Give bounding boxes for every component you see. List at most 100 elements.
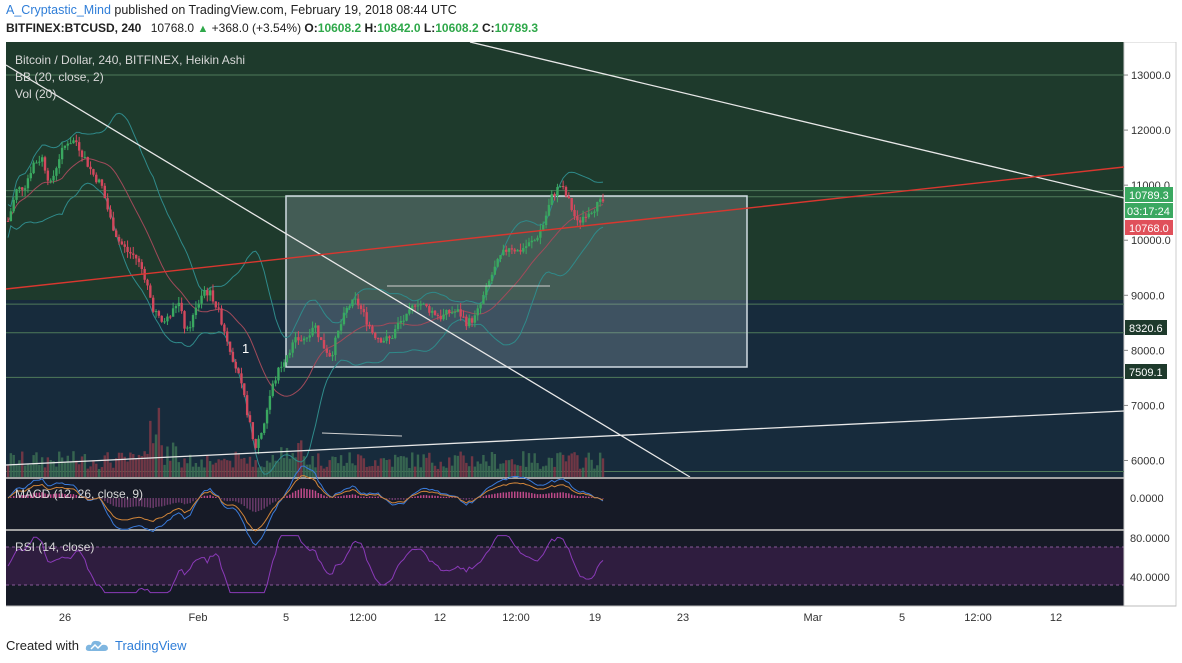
- macd-lines: [7, 465, 604, 546]
- volume-bar: [331, 456, 334, 477]
- candle-body: [117, 236, 121, 242]
- candle-body: [448, 309, 451, 313]
- candle-body: [300, 340, 303, 342]
- volume-bar: [408, 467, 411, 477]
- volume-bar: [38, 464, 41, 477]
- volume-bar: [89, 466, 92, 477]
- candle-body: [527, 242, 531, 247]
- candle-body: [547, 204, 551, 216]
- wave-label-1[interactable]: 1: [242, 341, 249, 356]
- volume-bar: [505, 460, 508, 477]
- time-tick-label: Feb: [189, 612, 208, 624]
- volume-bar: [371, 466, 374, 477]
- volume-bar: [581, 467, 585, 477]
- candle-body: [476, 308, 479, 316]
- volume-bar: [319, 465, 323, 477]
- range-rectangle[interactable]: [285, 195, 748, 368]
- macd-pane[interactable]: [6, 479, 1124, 529]
- candle-body: [408, 309, 411, 314]
- volume-bar: [114, 458, 118, 477]
- volume-bar: [542, 466, 545, 477]
- price-tick-label: 7000.0: [1131, 400, 1165, 412]
- candle-body: [314, 325, 317, 328]
- volume-bar: [433, 465, 437, 477]
- candle-body: [317, 325, 320, 338]
- volume-bar: [322, 468, 326, 477]
- price-axis-ticks: 6000.07000.08000.09000.010000.011000.012…: [1124, 70, 1171, 467]
- candle-body: [248, 415, 252, 423]
- open-value: 10608.2: [317, 21, 362, 35]
- support-trend-line[interactable]: [5, 410, 1125, 466]
- bb-legend: BB (20, close, 2): [15, 70, 104, 84]
- candle-body: [211, 290, 215, 302]
- chart-area[interactable]: 1 Bitcoin / Dollar, 240, BITFINEX, Heiki…: [0, 42, 1182, 642]
- signal-line: [7, 475, 604, 532]
- candle-body: [86, 156, 89, 167]
- candle-body: [371, 326, 374, 333]
- time-axis[interactable]: [6, 606, 1176, 626]
- candle-body: [257, 438, 260, 448]
- volume-bar: [448, 457, 451, 477]
- volume-bar: [416, 454, 420, 477]
- upper-downtrend-line[interactable]: [469, 42, 1125, 199]
- candle-body: [513, 249, 516, 252]
- candle-body: [49, 180, 52, 182]
- candle-body: [593, 211, 596, 213]
- volume-bar: [354, 465, 357, 477]
- author-link[interactable]: A_Cryptastic_Mind: [6, 3, 111, 17]
- volume-bar: [399, 456, 403, 477]
- candle-body: [97, 179, 101, 183]
- volume-bar: [493, 454, 497, 477]
- volume-bar: [137, 454, 141, 477]
- volume-bar: [46, 457, 50, 477]
- candle-body: [120, 241, 124, 245]
- volume-bar: [561, 454, 565, 477]
- triangle-up-icon: ▲: [197, 23, 209, 35]
- candle-body: [15, 189, 18, 200]
- volume-bar: [496, 468, 499, 477]
- tradingview-link[interactable]: TradingView: [114, 638, 187, 653]
- green-zone: [6, 42, 1124, 300]
- volume-bar: [436, 468, 440, 477]
- countdown-tag: [1125, 203, 1173, 218]
- time-tick-label: Mar: [804, 612, 823, 624]
- volume-bar: [40, 457, 44, 477]
- volume-bar: [203, 467, 206, 477]
- candle-body: [89, 166, 92, 170]
- downtrend-line[interactable]: [5, 64, 691, 478]
- candle-body: [587, 213, 590, 218]
- volume-bar: [12, 454, 15, 477]
- volume-bar: [402, 456, 405, 477]
- close-label: C:: [481, 21, 495, 35]
- candle-body: [362, 309, 366, 313]
- candle-body: [288, 352, 292, 356]
- candle-body: [542, 224, 545, 230]
- candle-body: [470, 318, 474, 323]
- candle-body: [601, 199, 605, 202]
- volume-bar: [328, 460, 331, 477]
- candle-body: [254, 439, 257, 448]
- volume-bar: [587, 452, 590, 477]
- price-change: +368.0 (+3.54%): [211, 21, 302, 35]
- volume-bar: [317, 453, 320, 477]
- candle-body: [103, 185, 106, 199]
- publish-info: A_Cryptastic_Mind published on TradingVi…: [6, 3, 457, 17]
- volume-bar: [245, 463, 249, 477]
- candle-body: [263, 423, 266, 433]
- candle-body: [55, 168, 58, 176]
- macd-legend: MACD (12, 26, close, 9): [15, 487, 143, 501]
- red-trend-line[interactable]: [5, 166, 1125, 290]
- volume-bar: [533, 453, 536, 477]
- volume-bar: [83, 454, 87, 477]
- volume-bar: [513, 464, 516, 477]
- volume-bar: [391, 466, 394, 477]
- volume-bar: [553, 466, 556, 477]
- volume-bar: [206, 455, 209, 477]
- volume-bar: [485, 461, 488, 477]
- volume-bar: [106, 452, 109, 477]
- volume-bar: [274, 460, 277, 477]
- arrow-marker-line[interactable]: [321, 432, 403, 437]
- candle-body: [430, 310, 434, 313]
- volume-bar: [442, 466, 445, 477]
- volume-bar: [285, 447, 289, 477]
